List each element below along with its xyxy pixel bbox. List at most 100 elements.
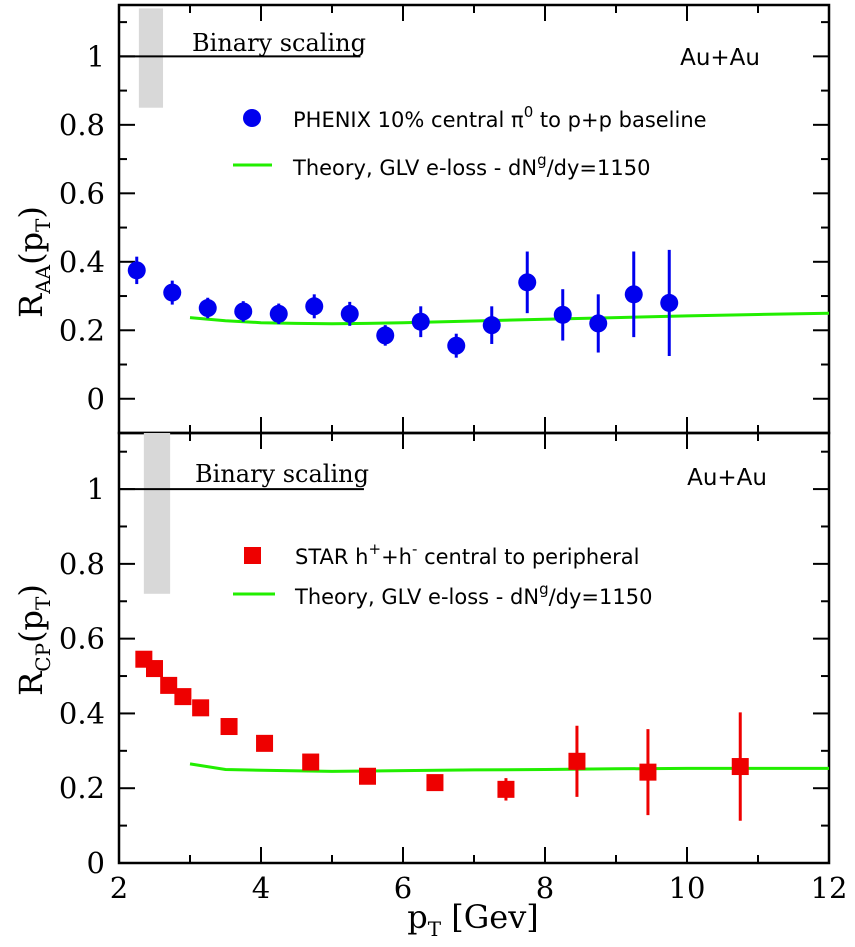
- top-data-point: [198, 299, 217, 318]
- bottom-data-point: [220, 718, 238, 736]
- top-data-point: [553, 305, 572, 324]
- bottom-data-point: [160, 676, 178, 694]
- bottom-legend-data-text: STAR h: [295, 545, 368, 569]
- bottom-legend-data-marker: [244, 547, 261, 564]
- bottom-system-label: Au+Au: [687, 465, 767, 491]
- top-data-point: [660, 293, 679, 312]
- x-axis-label: pT [Gev]: [407, 898, 539, 941]
- bottom-data-point: [497, 780, 515, 798]
- top-data-point: [305, 297, 324, 316]
- bottom-data-point: [302, 753, 320, 771]
- bottom-data-point: [426, 774, 444, 792]
- x-tick-label: 12: [811, 871, 848, 905]
- top-legend-data-sup: 0: [524, 103, 534, 121]
- top-data-points: [127, 249, 679, 358]
- top-y-axis-label: RAA(pT): [12, 206, 55, 318]
- top-data-point: [624, 285, 643, 304]
- bottom-data-point: [256, 734, 274, 752]
- bottom-ytick-label: 1: [87, 472, 105, 506]
- x-tick-label: 10: [669, 871, 706, 905]
- top-y-ticks: [119, 21, 829, 434]
- bottom-data-points: [135, 650, 749, 821]
- bottom-data-point: [639, 763, 657, 781]
- bottom-ylabel-arg: (p: [12, 610, 50, 643]
- bottom-x-ticks: [118, 433, 830, 863]
- bottom-theory-curve: [189, 762, 829, 773]
- top-ylabel-close: ): [12, 206, 50, 218]
- bottom-data-point: [174, 688, 192, 706]
- top-ytick-label: 0.4: [59, 245, 105, 279]
- bottom-legend-theory-sup: g: [539, 580, 549, 598]
- bottom-ytick-label: 0.2: [59, 771, 105, 805]
- x-tick-label: 8: [536, 871, 554, 905]
- top-legend-theory-label: Theory, GLV e-loss - dNg/dy=1150: [292, 151, 650, 180]
- bottom-data-point: [146, 660, 163, 678]
- top-ylabel-arg-sub: T: [31, 218, 55, 232]
- bottom-data-point: [192, 699, 210, 717]
- bottom-ylabel-sub: CP: [31, 643, 55, 672]
- xlabel-main: p: [407, 898, 427, 936]
- top-legend-theory-tail: /dy=1150: [547, 156, 651, 180]
- x-tick-label: 6: [394, 871, 412, 905]
- bottom-ytick-label: 0.8: [59, 547, 105, 581]
- top-data-point: [518, 273, 537, 292]
- top-data-point: [234, 302, 253, 321]
- top-data-point: [269, 304, 288, 323]
- bottom-legend-data-sup2: -: [412, 540, 417, 558]
- xlabel-tail: [Gev]: [441, 898, 539, 936]
- top-legend-theory-sup: g: [537, 151, 547, 169]
- bottom-data-point: [731, 758, 749, 776]
- top-data-point: [127, 261, 146, 280]
- top-ytick-label: 0.2: [59, 313, 105, 347]
- x-tick-label: 4: [252, 871, 270, 905]
- top-theory-curve: [189, 311, 830, 326]
- x-tick-label: 2: [110, 871, 128, 905]
- top-ytick-label: 0: [87, 382, 105, 416]
- bottom-ytick-label: 0.4: [59, 696, 105, 730]
- bottom-legend-data-mid: +h: [381, 545, 412, 569]
- bottom-legend-data-tail: central to peripheral: [417, 545, 639, 569]
- top-binary-scaling-label: Binary scaling: [192, 29, 366, 57]
- bottom-y-tick-labels: 0 0.2 0.4 0.6 0.8 1: [59, 472, 105, 880]
- top-data-point: [482, 316, 501, 335]
- top-data-point: [447, 336, 466, 355]
- bottom-binary-scaling-label: Binary scaling: [195, 460, 369, 488]
- top-panel: Binary scaling Au+Au 0 0.2 0.4 0.6 0.8 1 PHEN…: [12, 3, 831, 435]
- top-ylabel-arg: (p: [12, 232, 50, 265]
- top-system-label: Au+Au: [680, 45, 760, 71]
- top-binary-scaling-band: [138, 8, 164, 108]
- top-ytick-label: 0.6: [59, 176, 105, 210]
- bottom-ylabel-arg-sub: T: [31, 596, 55, 610]
- top-ytick-label: 0.8: [59, 108, 105, 142]
- top-legend-data-marker: [243, 109, 261, 127]
- top-x-ticks: [118, 5, 830, 433]
- bottom-plot-frame: [117, 431, 831, 865]
- bottom-legend-theory-tail: /dy=1150: [549, 585, 653, 609]
- top-legend-data-text: PHENIX 10% central π: [293, 108, 524, 132]
- bottom-legend-theory-text: Theory, GLV e-loss - dN: [294, 585, 539, 609]
- top-legend-data-tail: to p+p baseline: [533, 108, 706, 132]
- bottom-ylabel-close: ): [12, 584, 50, 596]
- bottom-data-point: [568, 752, 586, 770]
- bottom-y-axis-label: RCP(pT): [12, 584, 55, 696]
- top-data-point: [411, 312, 430, 331]
- top-data-point: [376, 326, 395, 345]
- top-ylabel-sub: AA: [31, 264, 55, 294]
- bottom-x-tick-labels: 2 4 6 8 10 12: [110, 871, 848, 905]
- bottom-y-ticks: [119, 450, 829, 864]
- bottom-legend-data-label: STAR h++h- central to peripheral: [295, 540, 639, 569]
- bottom-legend-data-sup: +: [368, 540, 381, 558]
- top-data-point: [340, 304, 359, 323]
- bottom-panel: Binary scaling Au+Au 0 0.2 0.4 0.6 0.8 1 2 4 6 8…: [12, 431, 848, 941]
- top-ytick-label: 1: [87, 39, 105, 73]
- bottom-ylabel-main: R: [12, 671, 50, 696]
- xlabel-sub: T: [428, 917, 442, 941]
- bottom-data-point: [359, 767, 376, 785]
- top-ylabel-main: R: [12, 293, 50, 318]
- top-y-tick-labels: 0 0.2 0.4 0.6 0.8 1: [59, 39, 105, 415]
- bottom-ytick-label: 0: [87, 846, 105, 880]
- top-legend-data-label: PHENIX 10% central π0 to p+p baseline: [293, 103, 707, 132]
- top-data-point: [163, 283, 182, 302]
- bottom-binary-scaling-band: [143, 433, 171, 594]
